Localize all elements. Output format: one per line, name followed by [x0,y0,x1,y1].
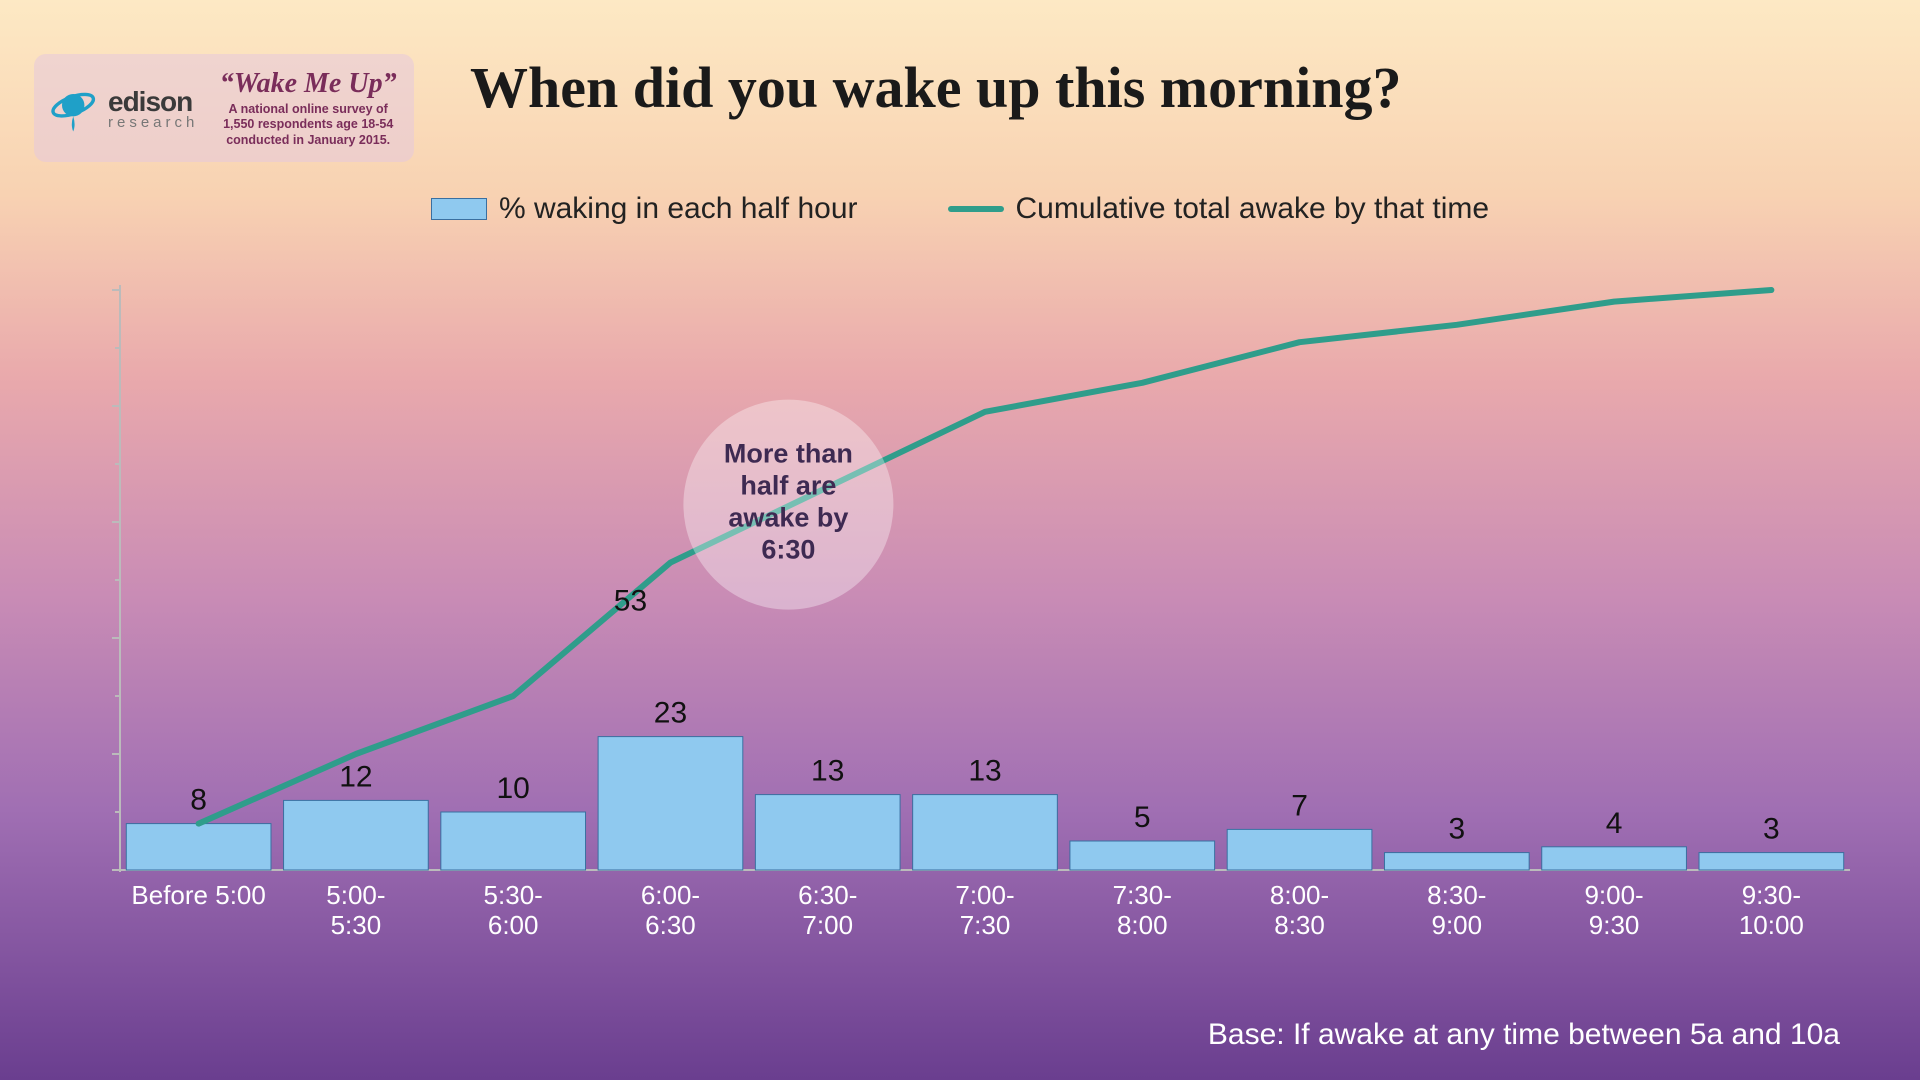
svg-text:13: 13 [968,755,1001,788]
svg-text:53: 53 [614,585,647,618]
svg-text:8:30: 8:30 [1274,910,1325,940]
svg-text:7:30-: 7:30- [1113,880,1172,910]
svg-text:100: 100 [1782,280,1832,283]
legend-bar-swatch [431,198,487,220]
chart: 0204060801008Before 5:00125:00-5:30105:3… [110,280,1860,960]
svg-text:23: 23 [654,697,687,730]
svg-text:7:00-: 7:00- [955,880,1014,910]
svg-text:6:30: 6:30 [761,535,815,565]
svg-text:half are: half are [740,471,836,501]
svg-text:6:30: 6:30 [645,910,696,940]
legend: % waking in each half hour Cumulative to… [0,192,1920,226]
logo-main-text: edison [108,86,198,118]
svg-text:4: 4 [1606,807,1623,840]
svg-text:5:30: 5:30 [331,910,382,940]
legend-line: Cumulative total awake by that time [948,192,1490,226]
badge-title: “Wake Me Up” [216,68,400,100]
svg-text:7:30: 7:30 [960,910,1011,940]
svg-text:5:00-: 5:00- [326,880,385,910]
svg-text:More than: More than [724,439,853,469]
svg-text:7: 7 [1291,789,1308,822]
svg-text:6:30-: 6:30- [798,880,857,910]
edison-logo: edison research [48,80,198,136]
svg-text:7:00: 7:00 [802,910,853,940]
chart-title: When did you wake up this morning? [470,54,1880,121]
svg-text:8:00: 8:00 [1117,910,1168,940]
legend-line-label: Cumulative total awake by that time [1016,192,1490,226]
svg-text:3: 3 [1763,813,1780,846]
svg-text:Before 5:00: Before 5:00 [131,880,265,910]
svg-text:10:00: 10:00 [1739,910,1804,940]
svg-text:6:00: 6:00 [488,910,539,940]
svg-text:5: 5 [1134,801,1151,834]
svg-text:9:30: 9:30 [1589,910,1640,940]
svg-text:awake by: awake by [728,503,848,533]
planet-icon [48,80,104,136]
footer-note: Base: If awake at any time between 5a an… [1208,1018,1840,1052]
svg-text:12: 12 [339,760,372,793]
legend-bar: % waking in each half hour [431,192,858,226]
svg-text:3: 3 [1448,813,1465,846]
svg-text:8:00-: 8:00- [1270,880,1329,910]
legend-line-swatch [948,206,1004,212]
chart-svg: 0204060801008Before 5:00125:00-5:30105:3… [110,280,1860,960]
svg-text:8: 8 [190,784,207,817]
legend-bar-label: % waking in each half hour [499,192,858,226]
svg-text:5:30-: 5:30- [484,880,543,910]
logo-badge: edison research “Wake Me Up” A national … [34,54,414,162]
svg-text:9:00-: 9:00- [1584,880,1643,910]
svg-text:10: 10 [496,772,529,805]
svg-text:8:30-: 8:30- [1427,880,1486,910]
badge-desc: A national online survey of 1,550 respon… [216,102,400,149]
svg-text:9:00: 9:00 [1432,910,1483,940]
svg-text:9:30-: 9:30- [1742,880,1801,910]
logo-sub-text: research [108,114,198,131]
svg-text:6:00-: 6:00- [641,880,700,910]
svg-text:13: 13 [811,755,844,788]
